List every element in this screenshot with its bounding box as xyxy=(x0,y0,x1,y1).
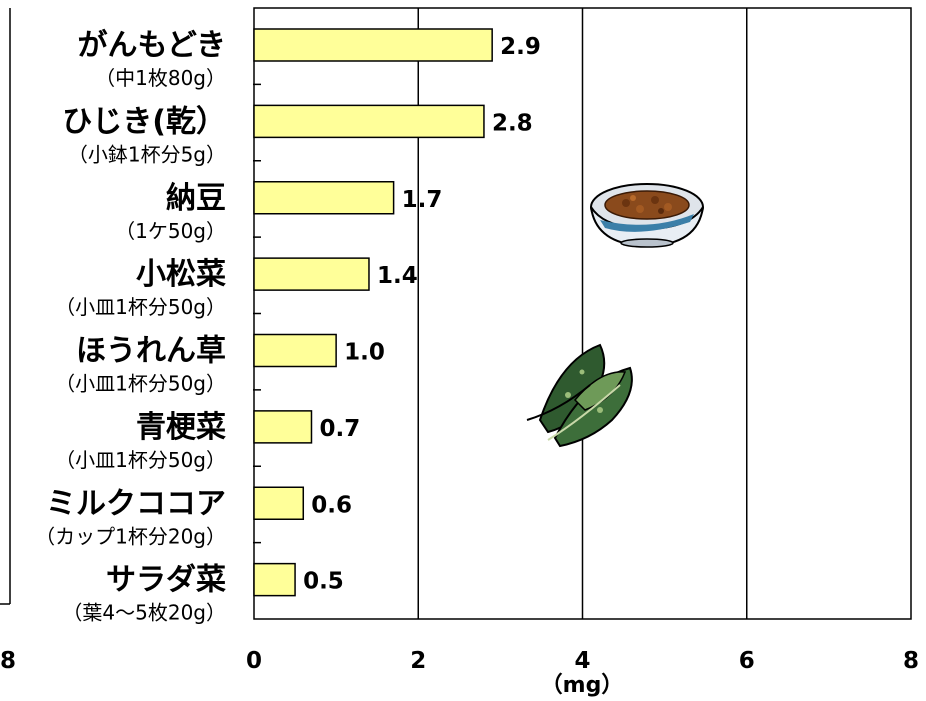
bar-3 xyxy=(253,257,370,291)
bar-7 xyxy=(253,562,296,597)
bars xyxy=(253,28,493,597)
category-name-7: サラダ菜 xyxy=(106,563,226,598)
x-tick-label-6: 6 xyxy=(739,648,755,674)
category-note-5: （小皿1杯分50g） xyxy=(55,448,226,472)
category-note-3: （小皿1杯分50g） xyxy=(55,295,226,319)
category-note-0: （中1枚80g） xyxy=(95,66,226,90)
bar-0 xyxy=(253,28,493,62)
x-tick-label-8: 8 xyxy=(903,648,919,674)
x-tick-label-0: 0 xyxy=(246,648,262,674)
category-note-6: （カップ1杯分20g） xyxy=(35,524,226,548)
natto-bowl-icon xyxy=(590,183,704,248)
bar-5 xyxy=(253,410,313,444)
value-label-7: 0.5 xyxy=(303,569,344,595)
value-labels: 2.9 2.8 1.7 1.4 1.0 0.7 0.6 0.5 xyxy=(303,34,541,595)
x-tick-label-4: 4 xyxy=(574,648,590,674)
spinach-icon xyxy=(526,343,633,448)
category-name-0: がんもどき xyxy=(78,28,227,63)
category-name-1: ひじき(乾） xyxy=(62,104,226,139)
value-label-2: 1.7 xyxy=(402,187,443,213)
x-axis-unit-label: （mg） xyxy=(541,673,624,698)
category-name-5: 青梗菜 xyxy=(136,410,226,445)
category-note-2: （1ケ50g） xyxy=(115,219,226,243)
bar-1 xyxy=(253,104,485,139)
category-name-2: 納豆 xyxy=(166,181,226,216)
x-tick-label-2: 2 xyxy=(410,648,426,674)
value-label-3: 1.4 xyxy=(377,263,418,289)
category-name-4: ほうれん草 xyxy=(76,334,226,369)
bar-2 xyxy=(253,181,395,215)
value-label-6: 0.6 xyxy=(311,492,352,518)
category-labels: がんもどき （中1枚80g） ひじき(乾） （小鉢1杯分5g） 納豆 （1ケ50g） 小松菜… xyxy=(35,28,226,625)
category-name-6: ミルクココア xyxy=(46,486,226,521)
category-note-7: （葉4～5枚20g） xyxy=(62,601,226,625)
category-note-4: （小皿1杯分50g） xyxy=(55,372,226,396)
category-name-3: 小松菜 xyxy=(136,257,226,292)
x-tick-labels: 0 2 4 6 8 xyxy=(246,648,919,674)
y-axis-ticks xyxy=(253,83,261,544)
left-partial-tick-label: 8 xyxy=(0,648,16,674)
value-label-4: 1.0 xyxy=(344,340,385,366)
value-label-0: 2.9 xyxy=(500,34,541,60)
bar-4 xyxy=(253,333,337,368)
value-label-1: 2.8 xyxy=(492,110,533,136)
category-note-1: （小鉢1杯分5g） xyxy=(68,142,226,166)
value-label-5: 0.7 xyxy=(319,416,360,442)
bar-6 xyxy=(253,486,305,520)
